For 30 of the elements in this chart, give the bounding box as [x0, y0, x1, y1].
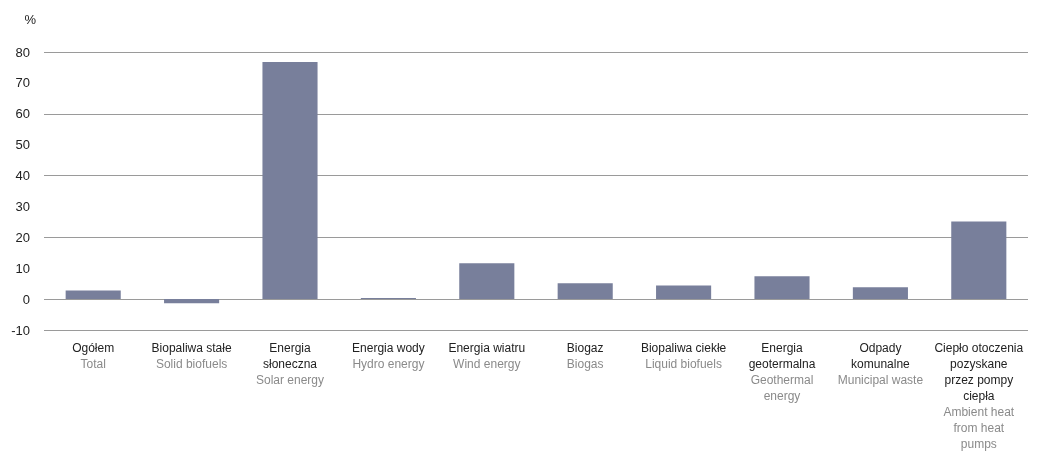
x-tick-label: Biopaliwa ciekłe Liquid biofuels [640, 341, 727, 371]
x-tick-label: Energia wody Hydro energy [352, 341, 425, 371]
y-tick-label: 70 [15, 75, 30, 91]
bar [754, 276, 810, 300]
x-tick-label: Energia wiatru Wind energy [448, 341, 526, 371]
y-tick-label: 50 [15, 137, 30, 153]
y-tick-label: 60 [15, 106, 30, 122]
y-tick-label: 30 [15, 198, 30, 214]
bar [459, 263, 515, 300]
x-tick-label: Energia słoneczna Solar energy [255, 341, 325, 387]
x-tick-label: Odpady komunalne Municipal waste [837, 341, 924, 387]
y-tick-label: 80 [15, 44, 30, 60]
y-axis-title: % [24, 12, 37, 27]
bar [164, 299, 220, 304]
bar [262, 61, 318, 300]
y-tick-label: 10 [15, 260, 30, 276]
y-tick-label: -10 [11, 322, 30, 338]
x-tick-label: Biogaz Biogas [566, 341, 604, 371]
bar [557, 283, 613, 300]
x-tick-label: Ogółem Total [72, 341, 115, 371]
x-tick-label: Ciepło otoczenia pozyskane przez pompy ciepła Ambient heat from heat pumps [934, 341, 1024, 451]
y-tick-label: 20 [15, 229, 30, 245]
bar [852, 287, 908, 300]
bar [656, 285, 712, 300]
y-tick-label: 40 [15, 168, 30, 184]
x-tick-label: Energia geotermalna Geothermal energy [748, 341, 816, 403]
bar [951, 221, 1007, 300]
x-tick-label: Biopaliwa stałe Solid biofuels [151, 341, 232, 371]
bar [65, 290, 121, 300]
y-tick-label: 0 [22, 291, 30, 307]
